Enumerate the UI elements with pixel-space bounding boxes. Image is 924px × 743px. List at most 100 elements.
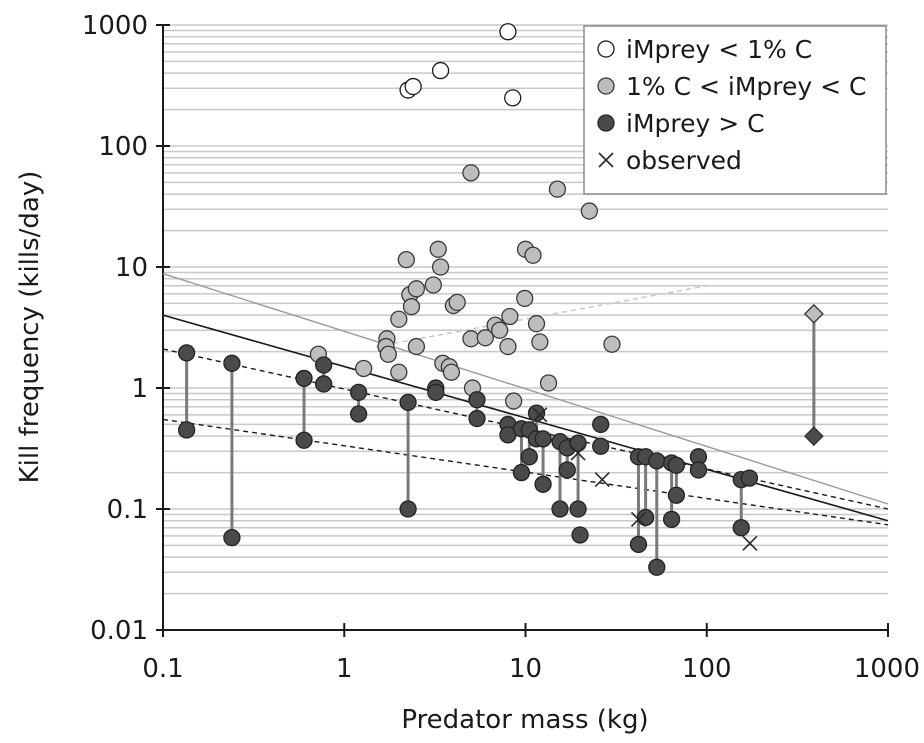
data-point (580, 202, 598, 220)
observed-marker (532, 407, 548, 423)
data-point (569, 500, 587, 518)
data-point (442, 363, 461, 381)
axis-ticks: 0.01 0.1 1 10 100 1000 0.1 1 10 100 1000 (82, 11, 920, 684)
legend-marker (597, 40, 615, 58)
data-point (468, 391, 486, 409)
data-point (295, 369, 313, 388)
trend-line (162, 314, 889, 522)
data-point (516, 289, 534, 308)
data-point (424, 276, 442, 294)
legend-label: iMprey > C (626, 109, 765, 138)
data-point (390, 310, 408, 328)
data-point (402, 298, 421, 316)
data-point (476, 329, 494, 347)
data-point (399, 500, 417, 518)
legend-label: 1% C < iMprey < C (626, 72, 867, 101)
observed-marker (570, 445, 586, 461)
observed-marker (630, 511, 647, 527)
trend-line (162, 273, 889, 505)
data-point (527, 404, 546, 422)
legend: iMprey < 1% C 1% C < iMprey < C iMprey > C… (583, 25, 887, 195)
data-point (648, 558, 666, 576)
data-point (534, 475, 552, 493)
data-point (315, 356, 333, 374)
x-tick-label: 100 (682, 654, 732, 684)
data-point (629, 535, 648, 554)
data-point (223, 528, 241, 547)
observed-marker (594, 472, 610, 488)
x-tick-label: 0.1 (142, 654, 183, 684)
data-point (534, 430, 552, 448)
y-tick-label: 10 (115, 253, 148, 283)
data-point (499, 337, 517, 356)
data-point (490, 321, 509, 339)
data-point (558, 461, 576, 479)
data-point (662, 510, 681, 529)
legend-label: observed (626, 146, 742, 175)
data-point (603, 335, 621, 353)
data-point (551, 500, 569, 518)
legend-marker (597, 77, 615, 95)
data-point (177, 344, 196, 362)
data-point (648, 452, 666, 470)
data-point (349, 405, 368, 423)
data-point (399, 393, 417, 412)
data-point (429, 240, 447, 258)
observed-marker (742, 535, 758, 551)
data-point (512, 463, 531, 482)
y-tick-label: 0.1 (107, 495, 148, 525)
data-point (379, 345, 397, 363)
y-axis-title: Kill frequency (kills/day) (15, 171, 45, 484)
data-point (689, 461, 708, 479)
legend-marker (597, 114, 615, 132)
x-tick-label: 1000 (854, 654, 920, 684)
legend-marker (598, 152, 614, 168)
data-point (223, 354, 241, 372)
y-tick-label: 0.01 (90, 616, 148, 646)
data-point (667, 486, 686, 504)
data-point (501, 307, 519, 326)
data-point (499, 23, 517, 41)
x-tick-label: 10 (509, 654, 542, 684)
data-point (571, 526, 589, 544)
data-point (504, 392, 523, 410)
x-tick-label: 1 (336, 654, 353, 684)
data-point (349, 383, 368, 402)
data-point (431, 61, 450, 80)
data-point (740, 469, 759, 487)
trend-line (376, 285, 707, 348)
data-points (177, 23, 824, 576)
diamond-marker (803, 426, 824, 447)
data-point (390, 363, 408, 381)
data-point (592, 437, 610, 455)
data-point (407, 280, 426, 298)
data-point (462, 330, 480, 348)
data-point (468, 409, 486, 428)
data-point (520, 448, 538, 466)
data-point (295, 431, 313, 449)
legend-box (583, 25, 887, 195)
legend-label: iMprey < 1% C (626, 35, 812, 64)
y-tick-label: 1000 (82, 11, 148, 41)
data-point (427, 383, 445, 402)
data-point (504, 89, 522, 107)
data-point (732, 519, 750, 537)
data-point (569, 434, 587, 452)
x-axis-title: Predator mass (kg) (401, 705, 648, 735)
data-point (524, 246, 542, 264)
data-point (407, 337, 426, 356)
data-point (539, 374, 558, 392)
y-tick-label: 100 (98, 132, 148, 162)
data-point (431, 258, 450, 276)
data-point (462, 164, 480, 182)
data-point (355, 359, 373, 378)
data-point (667, 456, 686, 474)
y-tick-label: 1 (131, 374, 148, 404)
data-point (177, 421, 196, 439)
data-point (548, 180, 567, 198)
data-point (315, 375, 333, 393)
data-point (531, 333, 549, 351)
diamond-marker (803, 303, 824, 324)
data-point (397, 251, 415, 269)
